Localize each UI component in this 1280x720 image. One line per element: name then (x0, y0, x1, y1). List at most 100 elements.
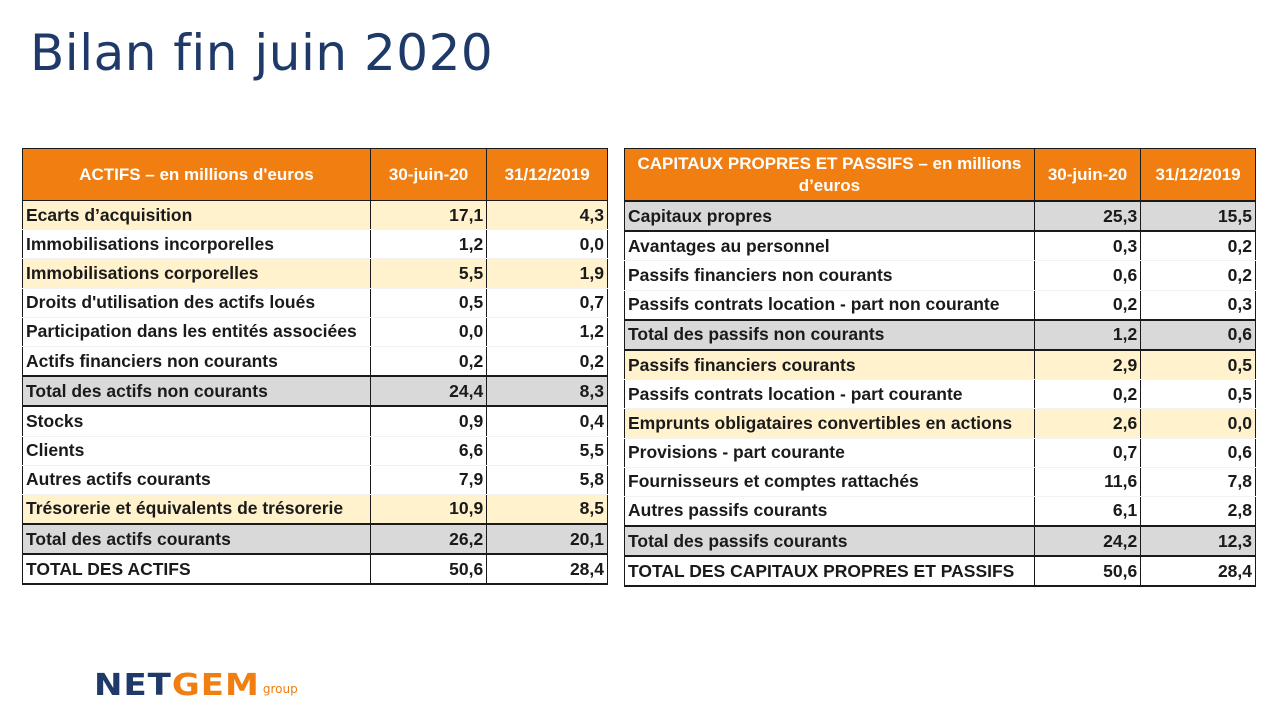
row-value-dec: 28,4 (486, 553, 608, 586)
row-label: Fournisseurs et comptes rattachés (624, 467, 1035, 497)
row-label: Emprunts obligataires convertibles en ac… (624, 408, 1035, 439)
slide-title: Bilan fin juin 2020 (30, 24, 494, 82)
row-value-dec: 0,5 (1140, 379, 1256, 410)
table-row: Trésorerie et équivalents de trésorerie 1… (22, 494, 608, 525)
row-label: Provisions - part courante (624, 438, 1035, 468)
table-row: Autres passifs courants 6,1 2,8 (624, 496, 1256, 527)
row-label: Ecarts d’acquisition (22, 200, 371, 231)
assets-header-label: ACTIFS – en millions d'euros (22, 148, 371, 201)
row-value-jun: 2,9 (1033, 349, 1142, 381)
netgem-logo: NETGEM group (94, 664, 298, 702)
table-row: Immobilisations corporelles 5,5 1,9 (22, 258, 608, 289)
liabilities-header-row: CAPITAUX PROPRES ET PASSIFS – en million… (624, 148, 1256, 202)
row-value-jun: 0,2 (1033, 379, 1142, 410)
row-value-dec: 1,9 (486, 258, 608, 289)
row-value-jun: 0,0 (369, 317, 488, 347)
row-value-jun: 0,2 (1033, 290, 1142, 321)
logo-word: NETGEM (94, 668, 260, 702)
row-value-dec: 12,3 (1140, 525, 1256, 558)
row-value-dec: 8,3 (486, 375, 608, 408)
table-row: Fournisseurs et comptes rattachés 11,6 7,8 (624, 467, 1256, 497)
row-value-dec: 0,0 (486, 229, 608, 260)
row-value-dec: 4,3 (486, 200, 608, 231)
row-value-dec: 2,8 (1140, 496, 1256, 527)
row-value-jun: 50,6 (369, 553, 488, 586)
table-row: Emprunts obligataires convertibles en ac… (624, 408, 1256, 439)
table-row: Total des actifs courants 26,2 20,1 (22, 523, 608, 556)
row-label: Participation dans les entités associées (22, 317, 371, 347)
row-value-dec: 5,5 (486, 436, 608, 466)
row-value-jun: 0,9 (369, 406, 488, 437)
liabilities-header-col1: 30-juin-20 (1033, 148, 1142, 202)
liabilities-table: CAPITAUX PROPRES ET PASSIFS – en million… (624, 148, 1256, 588)
assets-body: Ecarts d’acquisition 17,1 4,3 Immobilisatio… (22, 200, 608, 586)
row-label: Immobilisations corporelles (22, 258, 371, 289)
row-label: Immobilisations incorporelles (22, 229, 371, 260)
row-value-jun: 11,6 (1033, 467, 1142, 497)
row-value-jun: 7,9 (369, 465, 488, 495)
row-value-dec: 8,5 (486, 494, 608, 525)
row-label: Passifs contrats location - part non cou… (624, 290, 1035, 321)
table-row: Actifs financiers non courants 0,2 0,2 (22, 346, 608, 377)
row-value-dec: 0,7 (486, 288, 608, 318)
row-label: Total des passifs courants (624, 525, 1035, 558)
assets-header-col1: 30-juin-20 (369, 148, 488, 201)
logo-net: NET (94, 666, 172, 703)
row-value-jun: 10,9 (369, 494, 488, 525)
row-label: Clients (22, 436, 371, 466)
row-label: Autres actifs courants (22, 465, 371, 495)
table-row: TOTAL DES CAPITAUX PROPRES ET PASSIFS 50,… (624, 555, 1256, 588)
row-value-dec: 0,2 (1140, 231, 1256, 262)
table-row: Avantages au personnel 0,3 0,2 (624, 231, 1256, 262)
row-value-jun: 50,6 (1033, 555, 1142, 588)
row-value-jun: 26,2 (369, 523, 488, 556)
row-label: Autres passifs courants (624, 496, 1035, 527)
row-label: Trésorerie et équivalents de trésorerie (22, 494, 371, 525)
row-value-dec: 5,8 (486, 465, 608, 495)
logo-gem: GEM (171, 666, 260, 703)
assets-header-col2: 31/12/2019 (486, 148, 608, 201)
row-label: TOTAL DES CAPITAUX PROPRES ET PASSIFS (624, 555, 1035, 588)
row-label: Actifs financiers non courants (22, 346, 371, 377)
table-row: Immobilisations incorporelles 1,2 0,0 (22, 229, 608, 260)
table-row: Passifs financiers non courants 0,6 0,2 (624, 260, 1256, 291)
assets-header-row: ACTIFS – en millions d'euros 30-juin-20 … (22, 148, 608, 201)
table-row: TOTAL DES ACTIFS 50,6 28,4 (22, 553, 608, 586)
row-value-dec: 15,5 (1140, 199, 1256, 233)
row-label: Avantages au personnel (624, 231, 1035, 262)
row-label: Total des actifs non courants (22, 375, 371, 408)
row-value-dec: 20,1 (486, 523, 608, 556)
row-value-dec: 0,6 (1140, 318, 1256, 351)
row-label: Droits d'utilisation des actifs loués (22, 288, 371, 318)
row-value-jun: 1,2 (1033, 318, 1142, 351)
row-value-dec: 0,3 (1140, 290, 1256, 321)
row-value-jun: 0,2 (369, 346, 488, 377)
row-label: Passifs financiers courants (624, 349, 1035, 381)
table-row: Droits d'utilisation des actifs loués 0,5… (22, 288, 608, 318)
table-row: Total des passifs non courants 1,2 0,6 (624, 318, 1256, 351)
liabilities-header-label: CAPITAUX PROPRES ET PASSIFS – en million… (624, 148, 1035, 202)
row-value-dec: 28,4 (1140, 555, 1256, 588)
table-row: Passifs contrats location - part courant… (624, 379, 1256, 410)
table-row: Stocks 0,9 0,4 (22, 406, 608, 437)
row-value-jun: 2,6 (1033, 408, 1142, 439)
row-label: Stocks (22, 406, 371, 437)
table-row: Total des passifs courants 24,2 12,3 (624, 525, 1256, 558)
logo-group: group (262, 682, 298, 696)
table-row: Autres actifs courants 7,9 5,8 (22, 465, 608, 495)
row-value-dec: 0,2 (1140, 260, 1256, 291)
row-value-jun: 24,4 (369, 375, 488, 408)
row-value-dec: 0,2 (486, 346, 608, 377)
row-label: Capitaux propres (624, 199, 1035, 233)
row-value-jun: 25,3 (1033, 199, 1142, 233)
table-row: Participation dans les entités associées… (22, 317, 608, 347)
row-value-dec: 7,8 (1140, 467, 1256, 497)
table-row: Clients 6,6 5,5 (22, 436, 608, 466)
table-row: Passifs financiers courants 2,9 0,5 (624, 349, 1256, 381)
row-value-jun: 0,6 (1033, 260, 1142, 291)
row-value-dec: 0,4 (486, 406, 608, 437)
table-row: Passifs contrats location - part non cou… (624, 290, 1256, 321)
row-value-dec: 0,5 (1140, 349, 1256, 381)
row-value-jun: 6,1 (1033, 496, 1142, 527)
row-value-dec: 0,0 (1140, 408, 1256, 439)
